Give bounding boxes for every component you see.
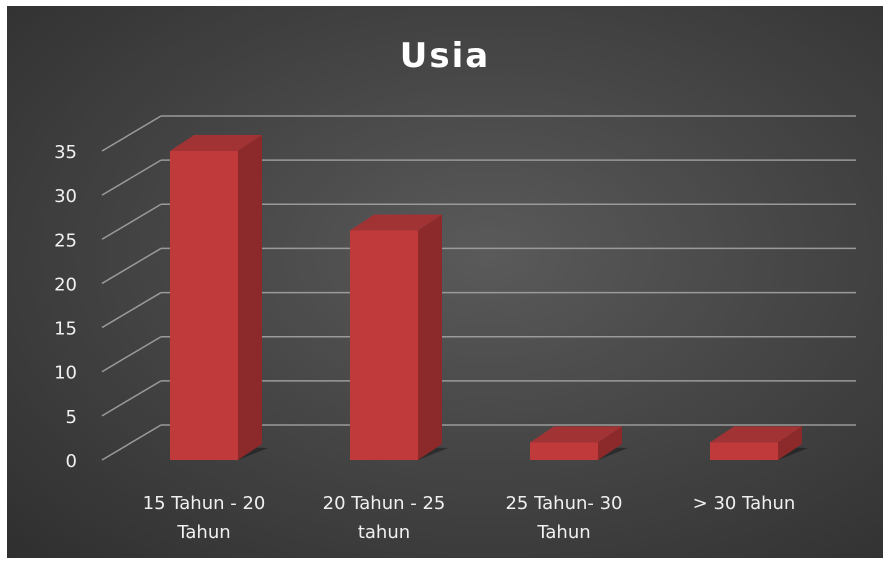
x-category-label: Tahun	[176, 522, 230, 543]
gridline-side	[101, 247, 162, 285]
y-tick-label: 10	[54, 363, 77, 384]
gridline-side	[101, 424, 162, 461]
bar-top	[350, 214, 442, 231]
gridline-side	[101, 159, 162, 196]
y-tick-label: 35	[54, 142, 77, 163]
y-tick-label: 15	[54, 319, 77, 340]
x-category-label: 25 Tahun- 30	[505, 493, 622, 514]
y-tick-label: 5	[66, 407, 77, 428]
y-tick-label: 0	[66, 451, 77, 472]
bar	[350, 230, 418, 460]
y-tick-label: 25	[54, 230, 77, 251]
gridline-side	[101, 203, 162, 240]
bar	[170, 151, 238, 460]
bar-side	[778, 426, 802, 460]
gridline-side	[101, 115, 162, 152]
x-category-label: 15 Tahun - 20	[143, 493, 266, 514]
chart-plot: 0 5 10 15 20 25 30 35 15 Tahun - 20 Tahun 20 Tahun…	[54, 115, 856, 543]
x-category-label: tahun	[358, 522, 410, 543]
x-category-label: Tahun	[536, 522, 590, 543]
x-category-label: > 30 Tahun	[693, 493, 796, 514]
bar-side	[598, 426, 622, 460]
bar	[530, 442, 598, 460]
gridline-side	[101, 380, 162, 417]
x-category-label: 20 Tahun - 25	[323, 493, 446, 514]
bar-top	[710, 426, 802, 443]
chart-area: Usia 0 5 10 15 20 25 30 35 15 Tahun - 20 Tahun 20 …	[7, 6, 883, 558]
y-tick-label: 30	[54, 186, 77, 207]
y-tick-label: 20	[54, 274, 77, 295]
chart-title: Usia	[399, 36, 491, 76]
bar-top	[170, 135, 262, 151]
bar-side	[418, 214, 442, 460]
bar	[710, 442, 778, 460]
gridline-side	[101, 291, 162, 329]
bar-side	[238, 135, 262, 460]
bar-top	[530, 426, 622, 443]
gridline-side	[101, 336, 162, 373]
